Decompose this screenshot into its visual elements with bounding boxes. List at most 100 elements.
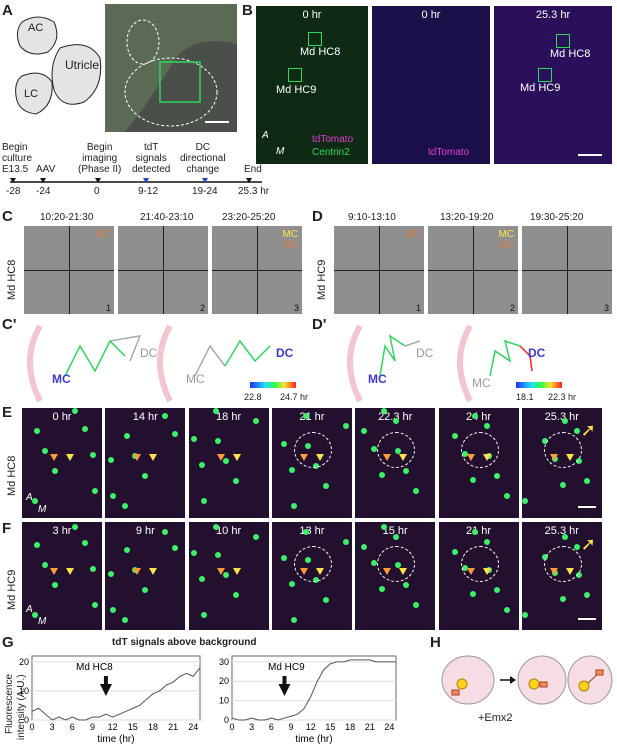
centriole-dot: [122, 503, 129, 509]
region-utricle: Utricle: [65, 58, 100, 72]
panel-label-b: B: [242, 2, 253, 19]
region-ac: AC: [28, 22, 44, 34]
e-frame-time: 18 hr: [216, 411, 242, 423]
b1-legend-tdtomato: tdTomato: [312, 134, 354, 145]
centriole-dot: [541, 438, 548, 444]
x-axis-label: time (hr): [295, 734, 332, 745]
b1-box-hc8: [308, 32, 322, 46]
x-tick-label: 9: [289, 722, 294, 732]
centriole-dot: [471, 529, 478, 535]
dashed-circle: [293, 432, 332, 468]
yellow-arrowhead: [232, 568, 241, 575]
d-time-3: 19:30-25:20: [530, 212, 584, 223]
centriole-dot: [471, 413, 478, 419]
centriole-dot: [200, 612, 207, 618]
f-frame-time: 9 hr: [135, 525, 155, 537]
e-frame: 25.3 hr ➚: [521, 408, 602, 518]
centriole-dot: [493, 587, 500, 593]
y-tick-label: 20: [19, 657, 29, 667]
y-tick-label: 30: [219, 657, 229, 667]
x-tick-label: 12: [306, 722, 316, 732]
down-arrow-icon: [99, 684, 112, 696]
d2-dc: DC: [499, 240, 514, 251]
d2-mc: MC: [498, 229, 514, 240]
centriole-dot: [198, 462, 205, 468]
centriole-dot: [72, 524, 78, 530]
b1-label-hc9: Md HC9: [276, 84, 317, 96]
b1-axis-a: A: [262, 130, 269, 141]
f-frame-time: 21 hr: [465, 525, 492, 537]
centriole-dot: [381, 524, 388, 530]
y-tick-label: 10: [219, 696, 229, 706]
centriole-dot: [290, 503, 297, 509]
centriole-dot: [583, 592, 590, 598]
yellow-arrowhead: [66, 568, 74, 575]
g-charts: 0 10 20 0 3 6 9 12 15 18 21 24 Md HC8 time (hr) 0 10 20 3…: [19, 655, 397, 745]
centriole-dot: [32, 612, 38, 618]
event-dc-change: DC directional change: [180, 142, 226, 175]
b1-axis-m: M: [276, 146, 285, 157]
tick-end: 25.3 hr: [238, 186, 270, 197]
d3-num: 3: [603, 303, 609, 313]
centriole-dot: [212, 408, 219, 414]
centriole-dot: [122, 617, 129, 623]
c3-num: 3: [293, 303, 299, 313]
event-tdt: tdT signals detected: [132, 142, 171, 175]
x-tick-label: 21: [168, 722, 178, 732]
e-frame-time: 22.3 hr: [378, 411, 413, 423]
orange-arrowhead: [50, 568, 58, 575]
centriole-dot: [583, 478, 590, 484]
scalebar: [577, 618, 596, 620]
centriole-dot: [371, 560, 378, 566]
direction-arrow-icon: ➚: [580, 534, 596, 554]
y-tick-label: 10: [19, 686, 29, 696]
centriole-dot: [521, 498, 528, 504]
centriole-dot: [52, 468, 58, 474]
centriole-dot: [342, 423, 349, 429]
centriole-dot: [403, 468, 410, 474]
centriole-dot: [379, 586, 386, 592]
g-title: tdT signals above background: [112, 637, 257, 648]
c1-num: 1: [105, 303, 111, 313]
d-track-3: 3: [522, 226, 612, 314]
d1-num: 1: [415, 303, 421, 313]
centriole-dot: [34, 542, 40, 548]
cprime-dc-2: DC: [276, 346, 294, 360]
cprime-mc-2: MC: [186, 372, 205, 386]
f-frame-time: 3 hr: [52, 525, 72, 537]
centriole-dot: [521, 612, 528, 618]
f-frame: 21 hr: [438, 522, 519, 630]
centriole-dot: [371, 446, 378, 452]
centriole-dot: [280, 555, 287, 561]
centriole-dot: [575, 458, 582, 464]
h-note: +Emx2: [478, 712, 513, 724]
b3-box-hc9: [538, 68, 552, 82]
centriole-dot: [214, 552, 221, 558]
centriole-dot: [32, 498, 38, 504]
dprime-trajectories: [347, 324, 562, 403]
e-frame: 21 hr: [271, 408, 352, 518]
centriole-dot: [190, 550, 197, 556]
centriole-dot: [72, 408, 78, 414]
dprime-scale-min: 18.1: [516, 392, 534, 402]
panel-label-dprime: D': [312, 316, 327, 333]
centriole-dot: [162, 529, 169, 535]
x-tick-label: 6: [269, 722, 274, 732]
utricle-micrograph: [105, 4, 237, 132]
dashed-circle: [543, 546, 582, 582]
orange-arrowhead: [216, 568, 225, 575]
centriole-dot: [342, 539, 349, 545]
yellow-arrowhead: [232, 454, 241, 461]
yellow-arrowhead: [66, 454, 74, 461]
panel-label-h: H: [430, 634, 441, 651]
centriole-dot: [212, 524, 219, 530]
centriole-dot: [559, 596, 566, 602]
orange-arrowhead: [50, 454, 58, 461]
e-frame-time: 25.3 hr: [544, 411, 579, 423]
centriole-dot: [232, 592, 239, 598]
x-tick-label: 24: [188, 722, 198, 732]
axis-m: M: [38, 616, 47, 627]
centriole-dot: [361, 428, 368, 434]
centriole-dot: [561, 418, 568, 424]
centriole-dot: [503, 493, 510, 499]
